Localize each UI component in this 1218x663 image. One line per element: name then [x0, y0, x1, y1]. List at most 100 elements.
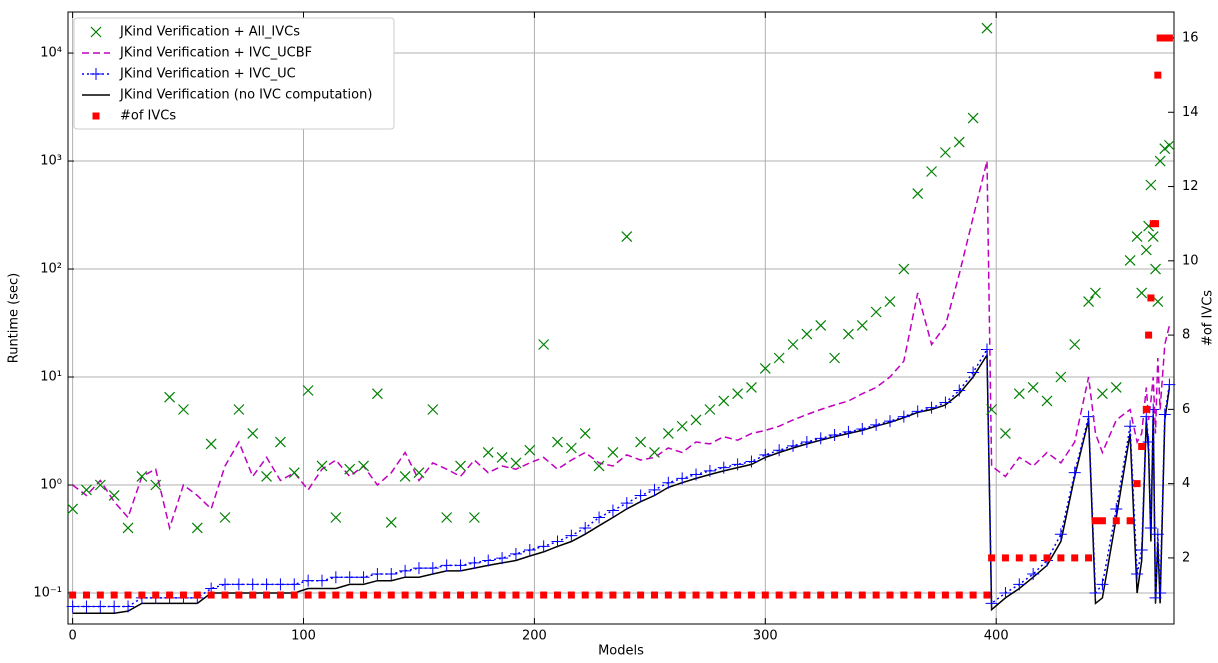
x-marker: [843, 328, 854, 340]
plus-marker: [122, 600, 135, 613]
y-tick-label: 10³: [40, 154, 62, 169]
x-marker: [829, 352, 841, 364]
x-marker: [81, 484, 92, 496]
plus-marker: [1054, 528, 1067, 541]
plus-marker: [496, 552, 509, 565]
x-marker: [649, 447, 660, 458]
square-marker: [623, 591, 631, 599]
x-marker: [593, 460, 605, 472]
x-marker: [884, 296, 896, 307]
plus-marker: [800, 436, 813, 449]
x-marker: [1096, 388, 1108, 400]
x-marker: [330, 512, 342, 523]
square-marker: [844, 591, 852, 599]
x-marker: [1013, 388, 1025, 400]
plus-marker: [371, 567, 384, 580]
plus-marker: [787, 439, 800, 452]
y2-tick-label: 14: [1182, 105, 1199, 120]
square-marker: [983, 591, 991, 599]
x-marker: [496, 451, 508, 463]
square-marker: [221, 591, 229, 599]
square-marker: [69, 591, 77, 599]
square-marker: [734, 591, 742, 599]
x-marker: [1159, 143, 1171, 155]
square-marker: [540, 591, 548, 599]
square-marker: [706, 591, 714, 599]
x-marker: [704, 404, 716, 415]
x-marker: [344, 463, 356, 475]
plus-marker: [842, 425, 855, 438]
square-marker: [1071, 554, 1079, 562]
plus-marker: [1096, 578, 1109, 591]
square-marker: [1133, 480, 1141, 488]
x-marker: [676, 420, 688, 432]
square-marker: [775, 591, 783, 599]
x-marker: [662, 428, 674, 439]
plus-marker: [856, 422, 869, 435]
x-marker: [108, 490, 120, 501]
x-marker: [427, 404, 439, 415]
x-marker: [607, 447, 619, 458]
square-marker: [1112, 517, 1120, 525]
square-marker: [928, 591, 936, 599]
square-marker: [1098, 517, 1106, 525]
square-marker: [138, 591, 146, 599]
plus-marker: [412, 562, 425, 575]
x-marker: [1140, 244, 1152, 256]
square-marker: [1138, 442, 1146, 450]
legend-label: JKind Verification + IVC_UC: [119, 67, 296, 82]
plus-marker: [690, 468, 703, 481]
plus-marker: [1149, 591, 1162, 604]
legend-box: [73, 17, 395, 130]
x-marker: [261, 471, 272, 482]
square-marker: [207, 591, 215, 599]
plus-marker: [509, 547, 522, 560]
plus-marker: [315, 574, 328, 587]
plus-marker: [80, 600, 93, 613]
square-marker: [817, 591, 825, 599]
square-marker: [1147, 294, 1155, 302]
square-marker: [498, 591, 506, 599]
x-marker: [1150, 263, 1161, 275]
x-marker: [316, 460, 328, 472]
square-marker: [110, 591, 118, 599]
x-marker: [746, 382, 757, 393]
plus-marker: [606, 504, 619, 517]
square-marker: [747, 591, 755, 599]
x-marker: [912, 188, 924, 199]
x-marker: [150, 479, 162, 491]
square-marker: [637, 591, 645, 599]
plus-marker: [1124, 420, 1137, 433]
x-marker: [385, 517, 397, 528]
x-marker: [953, 136, 965, 148]
x-marker: [773, 352, 785, 364]
square-marker: [1057, 554, 1065, 562]
plus-marker: [302, 574, 315, 587]
x-marker: [90, 26, 102, 38]
plus-marker: [634, 489, 647, 502]
x-marker: [205, 438, 217, 450]
square-marker: [276, 591, 284, 599]
legend-label: JKind Verification (no IVC computation): [119, 88, 372, 103]
plus-marker: [108, 600, 121, 613]
x-marker: [94, 479, 106, 491]
y-tick-label: 10⁴: [40, 46, 62, 61]
square-marker: [567, 591, 575, 599]
square-marker: [1043, 554, 1051, 562]
y-tick-label: 10¹: [40, 370, 62, 385]
plus-marker: [1151, 528, 1164, 541]
plus-marker: [579, 521, 592, 534]
plus-marker: [246, 578, 259, 591]
x-marker: [1145, 179, 1157, 191]
square-marker: [92, 112, 100, 120]
x-tick-label: 400: [984, 629, 1009, 644]
square-marker: [581, 591, 589, 599]
y2-tick-label: 4: [1182, 476, 1190, 491]
square-marker: [886, 591, 894, 599]
x-marker: [358, 460, 369, 472]
square-marker: [304, 591, 312, 599]
plus-marker: [399, 564, 412, 577]
x-marker: [1090, 287, 1101, 299]
plot-frame: [67, 11, 1175, 625]
plus-marker: [967, 366, 980, 379]
